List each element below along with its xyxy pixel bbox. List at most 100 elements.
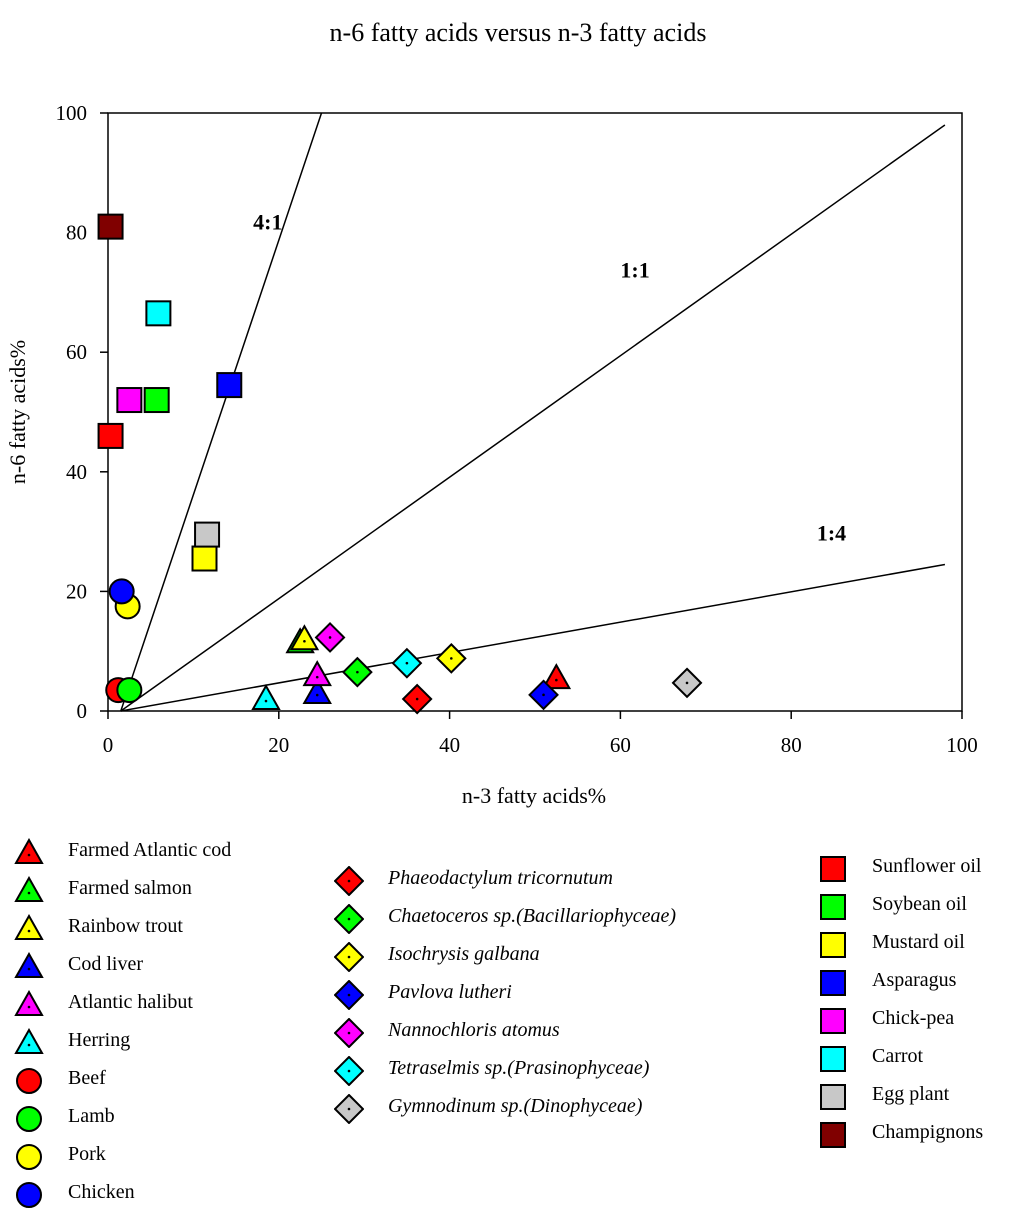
y-tick-label: 20: [66, 579, 87, 603]
legend-label: Egg plant: [872, 1083, 950, 1105]
legend-symbol-farmed-atlantic-cod: [14, 838, 44, 864]
x-tick-label: 0: [103, 733, 114, 757]
data-point-nannochloris-atomus: [314, 622, 346, 653]
legend-label: Farmed Atlantic cod: [68, 839, 232, 861]
ratio-lines: 4:1 1:1 1:4: [120, 112, 946, 712]
square-marker-icon: [820, 1046, 846, 1072]
legend-label: Chick-pea: [872, 1007, 955, 1029]
legend-label: Isochrysis galbana: [388, 943, 540, 965]
diamond-marker-icon: [334, 980, 364, 1010]
data-point-chick-pea: [116, 387, 143, 414]
diamond-marker-icon: [334, 1018, 364, 1048]
x-tick-label: 20: [268, 733, 289, 757]
axis-ticks: 0 20 40 60 80 100 0 20 40 60 80 100: [56, 101, 978, 757]
diamond-marker-icon: [334, 942, 364, 972]
legend-label: Tetraselmis sp.(Prasinophyceae): [388, 1057, 650, 1079]
chart-title: n-6 fatty acids versus n-3 fatty acids: [330, 18, 707, 47]
legend-label: Pavlova lutheri: [388, 981, 512, 1003]
diamond-marker-icon: [334, 866, 364, 896]
legend-symbol-soybean-oil: [820, 894, 846, 920]
y-tick-label: 60: [66, 340, 87, 364]
ratio-label-1-4: 1:4: [817, 521, 846, 546]
data-point-asparagus: [216, 372, 243, 399]
triangle-marker-icon: [14, 1028, 44, 1054]
legend-symbol-rainbow-trout: [14, 914, 44, 940]
legend-symbol-carrot: [820, 1046, 846, 1072]
circle-marker-icon: [16, 1106, 42, 1132]
legend-symbol-lamb: [16, 1106, 42, 1132]
legend-symbol-chicken: [16, 1182, 42, 1208]
legend-label: Nannochloris atomus: [388, 1019, 560, 1041]
data-point-farmed-atlantic-cod: [541, 663, 572, 690]
ratio-label-4-1: 4:1: [253, 210, 282, 235]
data-point-soybean-oil: [143, 387, 170, 414]
data-point-mustard-oil: [191, 545, 218, 572]
data-point-egg-plant: [194, 521, 221, 548]
data-point-isochrysis-galbana: [435, 642, 467, 674]
square-marker-icon: [820, 970, 846, 996]
legend-label: Asparagus: [872, 969, 957, 991]
legend-label: Gymnodinum sp.(Dinophyceae): [388, 1095, 643, 1117]
legend-symbol-phaeodactylum-tricornutum: [334, 866, 364, 896]
data-point-sunflower-oil: [97, 422, 124, 449]
legend-symbol-pavlova-lutheri: [334, 980, 364, 1010]
legend-symbol-chick-pea: [820, 1008, 846, 1034]
diamond-marker-icon: [334, 1056, 364, 1086]
legend-symbol-tetraselmis-sp-prasinophyceae: [334, 1056, 364, 1086]
y-tick-label: 40: [66, 460, 87, 484]
square-marker-icon: [820, 1008, 846, 1034]
legend-symbol-champignons: [820, 1122, 846, 1148]
x-tick-label: 40: [439, 733, 460, 757]
data-points: [97, 213, 703, 715]
legend-symbol-asparagus: [820, 970, 846, 996]
triangle-marker-icon: [14, 990, 44, 1016]
legend-label: Carrot: [872, 1045, 924, 1067]
legend-symbol-farmed-salmon: [14, 876, 44, 902]
legend-symbol-atlantic-halibut: [14, 990, 44, 1016]
legend-label: Rainbow trout: [68, 915, 183, 937]
circle-marker-icon: [16, 1068, 42, 1094]
legend-symbol-gymnodinum-sp-dinophyceae: [334, 1094, 364, 1124]
legend-label: Beef: [68, 1067, 106, 1089]
data-point-lamb: [116, 677, 143, 704]
legend-symbol-isochrysis-galbana: [334, 942, 364, 972]
legend-symbol-pork: [16, 1144, 42, 1170]
data-point-chaetoceros-sp-bacillariophyceae: [341, 656, 373, 688]
legend-label: Atlantic halibut: [68, 991, 193, 1013]
data-point-champignons: [97, 213, 124, 240]
y-tick-label: 100: [56, 101, 88, 125]
data-point-cod-liver: [302, 678, 332, 705]
triangle-marker-icon: [14, 838, 44, 864]
legend-symbol-egg-plant: [820, 1084, 846, 1110]
legend-symbol-nannochloris-atomus: [334, 1018, 364, 1048]
square-marker-icon: [820, 894, 846, 920]
square-marker-icon: [820, 1084, 846, 1110]
data-point-tetraselmis-sp-prasinophyceae: [391, 647, 423, 679]
legend-label: Champignons: [872, 1121, 984, 1143]
data-point-chicken: [108, 578, 135, 605]
y-tick-label: 0: [77, 699, 88, 723]
legend-label: Sunflower oil: [872, 855, 982, 877]
legend-label: Cod liver: [68, 953, 143, 975]
legend-label: Farmed salmon: [68, 877, 192, 899]
legend-symbol-chaetoceros-sp-bacillariophyceae: [334, 904, 364, 934]
legend-label: Mustard oil: [872, 931, 965, 953]
data-point-phaeodactylum-tricornutum: [401, 683, 433, 715]
legend-label: Pork: [68, 1143, 106, 1165]
legend-label: Soybean oil: [872, 893, 967, 915]
triangle-marker-icon: [14, 876, 44, 902]
square-marker-icon: [820, 856, 846, 882]
legend-symbol-sunflower-oil: [820, 856, 846, 882]
x-axis-label: n-3 fatty acids%: [462, 783, 606, 808]
x-tick-label: 60: [610, 733, 631, 757]
square-marker-icon: [820, 932, 846, 958]
legend-label: Phaeodactylum tricornutum: [388, 867, 613, 889]
triangle-marker-icon: [14, 952, 44, 978]
plot-frame: [107, 112, 963, 712]
circle-marker-icon: [16, 1144, 42, 1170]
legend-label: Chaetoceros sp.(Bacillariophyceae): [388, 905, 677, 927]
ratio-line-1-4: [120, 563, 946, 712]
scatter-chart: n-6 fatty acids versus n-3 fatty acids 4…: [5, 18, 978, 808]
ratio-line-4-1: [120, 112, 323, 712]
circle-marker-icon: [16, 1182, 42, 1208]
